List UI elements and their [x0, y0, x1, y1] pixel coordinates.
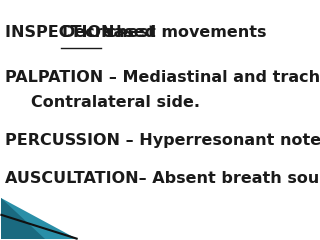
Text: INSPECTION –: INSPECTION –	[4, 25, 139, 40]
Text: PALPATION – Mediastinal and trachea shifts to the: PALPATION – Mediastinal and trachea shif…	[4, 70, 320, 85]
Polygon shape	[1, 198, 45, 239]
Text: AUSCULTATION– Absent breath sounds.: AUSCULTATION– Absent breath sounds.	[4, 171, 320, 186]
Text: PERCUSSION – Hyperresonant note.: PERCUSSION – Hyperresonant note.	[4, 133, 320, 148]
Text: chest movements: chest movements	[101, 25, 267, 40]
Text: Decreased: Decreased	[61, 25, 156, 40]
Polygon shape	[1, 198, 77, 239]
Text: Contralateral side.: Contralateral side.	[31, 95, 200, 110]
